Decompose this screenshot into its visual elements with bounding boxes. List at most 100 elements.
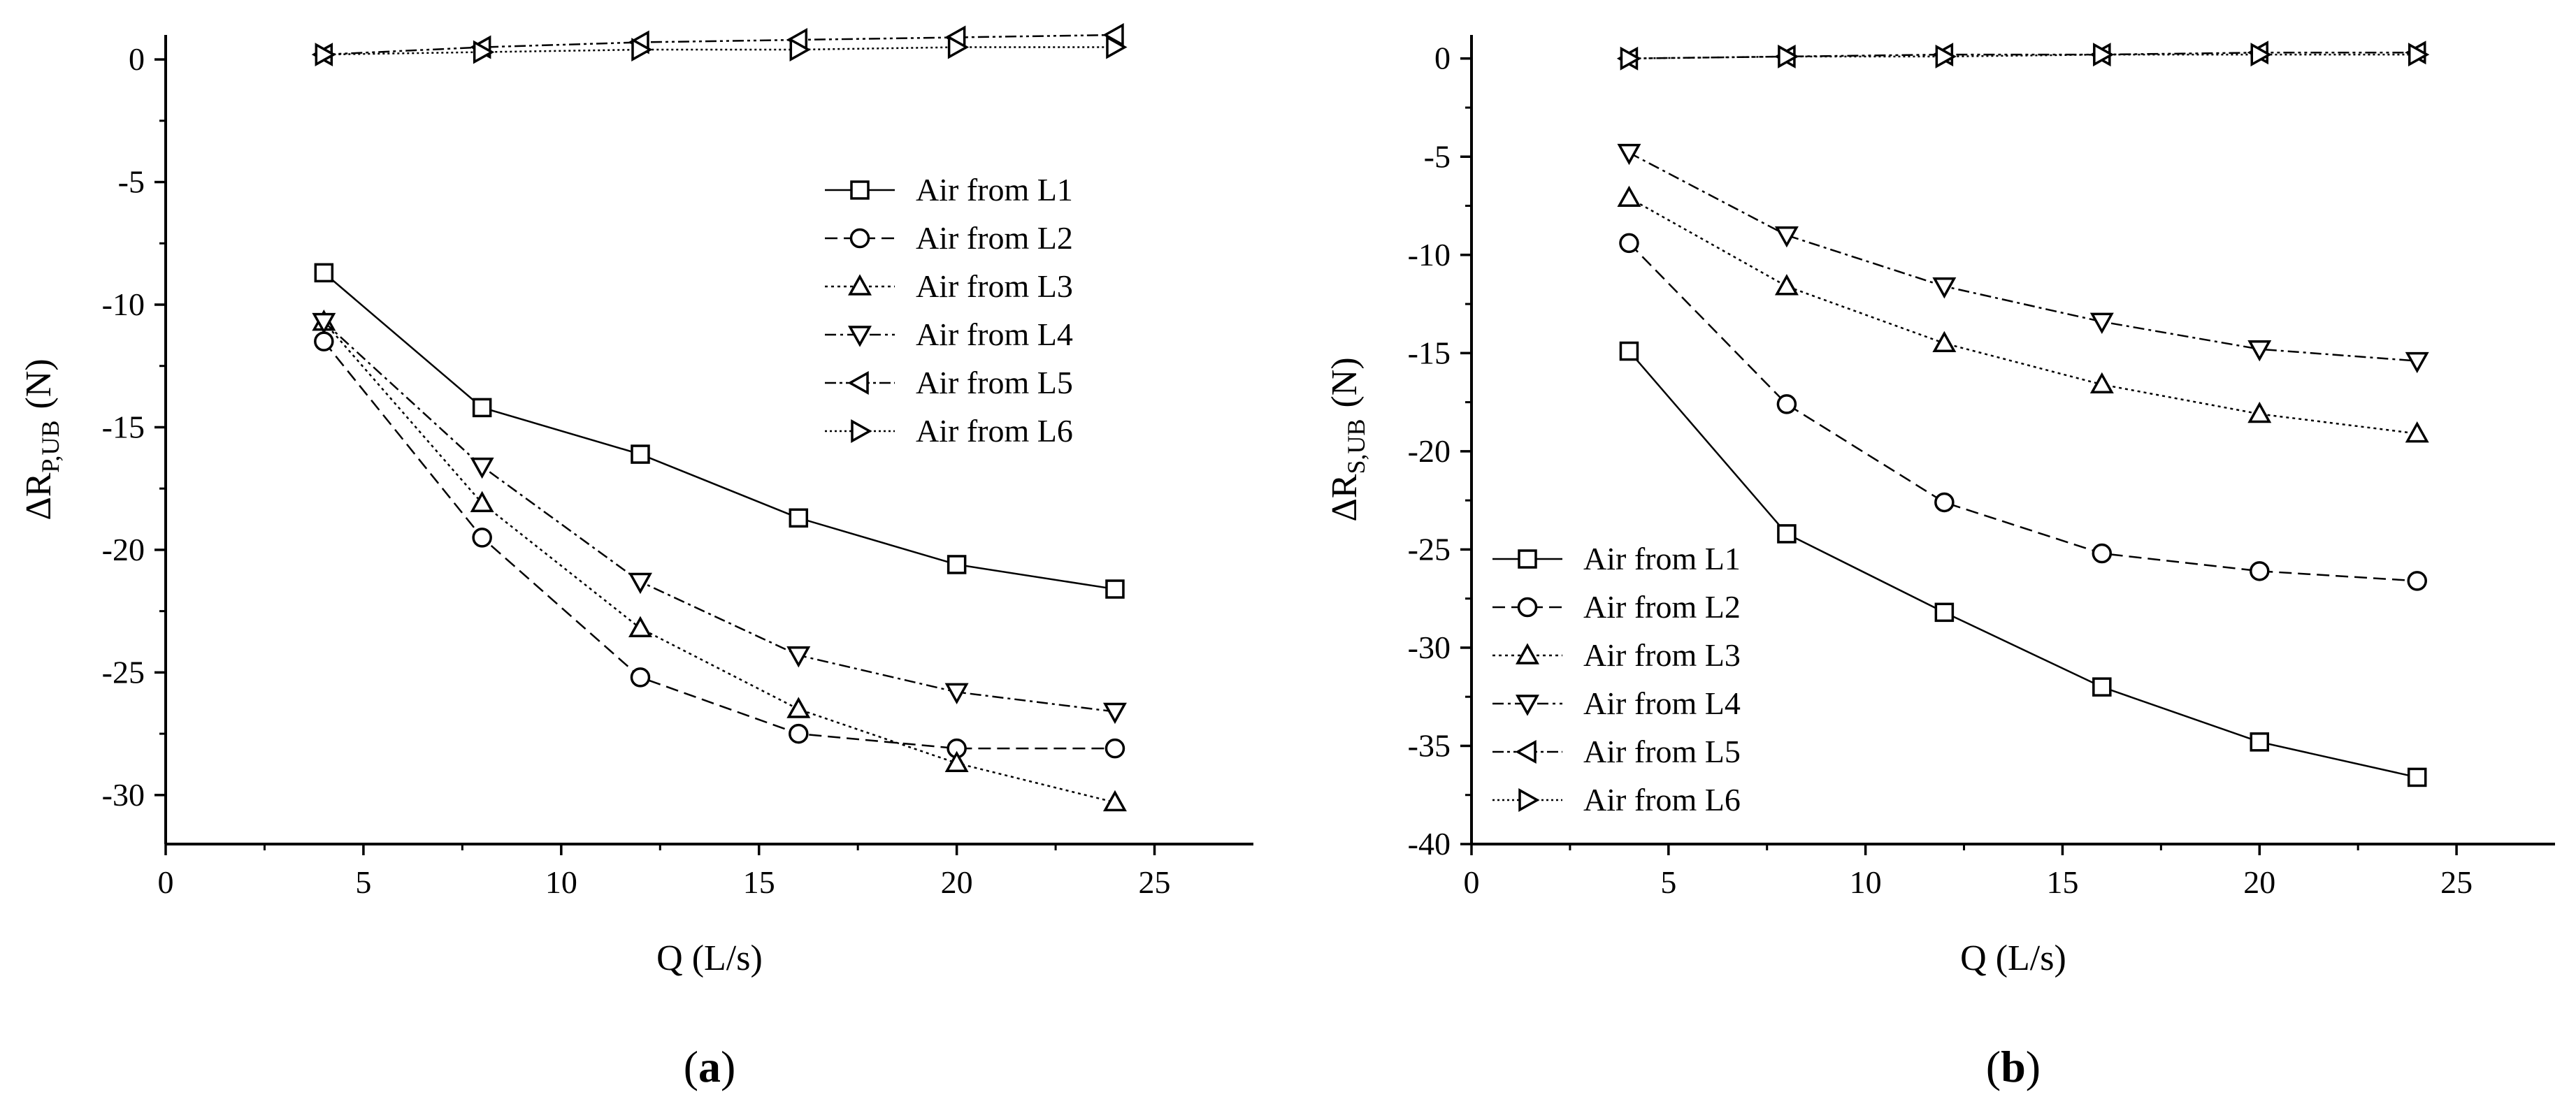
- data-point-marker: [1105, 579, 1125, 599]
- legend: Air from L1 Air from L2 Air from L3 Air fro…: [825, 172, 1073, 449]
- legend-marker: [850, 180, 870, 200]
- legend-marker: [849, 228, 870, 249]
- y-axis-title: ΔRS,UB (N): [1325, 357, 1370, 521]
- panel-label-open-paren: (: [1986, 1042, 2001, 1091]
- chart-panel-b: 0 5 10 15 20 25 0 -5 -10 -15 -20 -25 -30 -35 -40 Q (L/s…: [1325, 35, 2555, 1091]
- data-point-marker: [631, 444, 650, 464]
- data-point-marker: [947, 555, 967, 574]
- x-tick-label: 20: [2243, 864, 2275, 900]
- data-point-marker: [944, 750, 969, 772]
- data-point-marker: [2405, 351, 2429, 374]
- y-tick-label: -35: [1408, 727, 1451, 763]
- data-point-marker: [1935, 44, 1957, 68]
- data-point-marker: [2250, 732, 2270, 752]
- x-axis-title: Q (L/s): [656, 938, 763, 978]
- y-tick-label: -5: [1424, 138, 1451, 174]
- data-point-marker: [628, 572, 652, 595]
- data-point-marker: [1619, 341, 1639, 361]
- y-axis-title-main: ΔR: [19, 472, 59, 520]
- data-point-marker: [944, 683, 969, 705]
- x-tick-label: 5: [355, 864, 371, 900]
- data-point-marker: [789, 723, 809, 744]
- legend-label: Air from L6: [916, 413, 1073, 449]
- y-tick-label: -20: [1408, 433, 1451, 469]
- series-2: [1619, 233, 2427, 591]
- series-4: [1617, 143, 2429, 374]
- x-tick-label: 15: [2046, 864, 2078, 900]
- data-point-marker: [1617, 143, 1641, 166]
- data-point-marker: [630, 667, 651, 688]
- data-point-marker: [1778, 44, 1799, 68]
- x-tick-label: 0: [1464, 864, 1480, 900]
- data-point-marker: [472, 528, 492, 548]
- data-point-marker: [315, 43, 336, 67]
- legend-label: Air from L3: [1583, 637, 1741, 673]
- series-line: [324, 34, 1115, 56]
- legend-label: Air from L1: [916, 172, 1073, 208]
- data-point-marker: [1104, 738, 1125, 759]
- data-point-marker: [1774, 274, 1799, 296]
- y-tick-label: -25: [1408, 531, 1451, 567]
- data-point-marker: [1619, 233, 1639, 254]
- y-tick-label: -10: [1408, 237, 1451, 273]
- legend-label: Air from L4: [916, 317, 1073, 352]
- y-tick-label: -5: [118, 164, 145, 200]
- series-line: [1629, 53, 2417, 59]
- series-1: [1619, 341, 2427, 787]
- data-point-marker: [1932, 331, 1957, 353]
- data-point-marker: [789, 38, 811, 62]
- y-tick-label: -20: [102, 532, 145, 567]
- y-tick-label: -15: [1408, 335, 1451, 370]
- data-point-marker: [314, 263, 334, 283]
- data-point-marker: [947, 35, 970, 59]
- x-tick-label: 20: [941, 864, 973, 900]
- data-point-marker: [472, 398, 492, 418]
- data-point-marker: [2093, 43, 2115, 67]
- series-4: [312, 312, 1127, 725]
- data-point-marker: [1932, 277, 1957, 299]
- series-line: [1628, 242, 2417, 582]
- y-axis-title-unit: (N): [1325, 357, 1365, 407]
- data-point-marker: [1777, 524, 1797, 544]
- data-point-marker: [312, 312, 336, 335]
- y-tick-label: -30: [102, 777, 145, 813]
- x-tick-label: 25: [2440, 864, 2473, 900]
- panel-label: (b): [1986, 1042, 2041, 1091]
- x-tick-label: 10: [545, 864, 577, 900]
- x-tick-label: 10: [1850, 864, 1882, 900]
- series-line: [1629, 52, 2417, 59]
- data-point-marker: [2092, 677, 2112, 697]
- data-point-marker: [2407, 571, 2427, 591]
- y-tick-label: 0: [1434, 41, 1451, 76]
- legend-marker: [848, 326, 872, 347]
- y-axis-title: ΔRP,UB (N): [19, 358, 64, 520]
- series-line: [1628, 152, 2417, 362]
- data-point-marker: [789, 508, 809, 528]
- y-axis-title-subscript: S,UB: [1342, 419, 1370, 474]
- x-tick-label: 25: [1139, 864, 1171, 900]
- series-2: [314, 331, 1125, 759]
- y-tick-label: -40: [1408, 826, 1451, 862]
- legend-marker: [851, 419, 872, 443]
- series-line: [323, 272, 1116, 590]
- data-point-marker: [631, 38, 653, 62]
- data-point-marker: [1102, 702, 1127, 725]
- y-axis-title-unit: (N): [19, 358, 59, 409]
- data-point-marker: [2247, 401, 2272, 423]
- data-point-marker: [628, 616, 652, 637]
- y-tick-label: 0: [129, 41, 145, 77]
- data-point-marker: [1776, 394, 1797, 414]
- legend-marker: [1518, 549, 1537, 569]
- legend-marker: [1518, 788, 1540, 812]
- y-tick-label: -10: [102, 286, 145, 322]
- legend-label: Air from L6: [1583, 782, 1741, 818]
- y-tick-label: -30: [1408, 630, 1451, 665]
- data-point-marker: [314, 331, 334, 351]
- y-tick-label: -15: [102, 409, 145, 444]
- legend-marker: [1516, 643, 1539, 664]
- data-point-marker: [2250, 561, 2270, 581]
- panel-label: (a): [684, 1042, 736, 1091]
- panel-label-close-paren: ): [721, 1042, 735, 1091]
- panel-label-letter: b: [2001, 1042, 2026, 1091]
- legend-marker: [1516, 695, 1539, 716]
